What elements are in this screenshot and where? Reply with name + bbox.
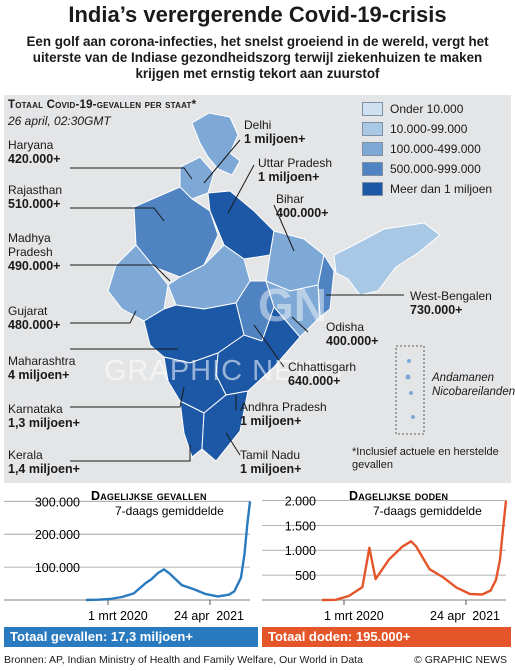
legend-swatch bbox=[362, 102, 383, 116]
state-label-rajasthan: Rajasthan 510.000+ bbox=[8, 183, 63, 211]
y-tick-label: 1.500 bbox=[285, 519, 316, 533]
state-label-madhya-pradesh: Madhya Pradesh 490.000+ bbox=[8, 231, 61, 273]
map-region-north bbox=[191, 112, 241, 176]
legend-swatch bbox=[362, 122, 383, 136]
deaths-chart: 500 1.000 1.500 2.000 1 mrt 2020 24 apr 2021 Da… bbox=[262, 489, 508, 623]
x-tick-label: 2021 bbox=[472, 609, 500, 623]
cases-chart: 100.000 200.000 300.000 1 mrt 2020 24 apr 202… bbox=[4, 489, 252, 623]
state-label-bihar: Bihar 400.000+ bbox=[276, 192, 329, 220]
state-label-karnataka: Karnataka 1,3 miljoen+ bbox=[8, 402, 80, 430]
islands-label: Andamanen Nicobareilanden bbox=[432, 372, 515, 398]
state-label-maharashtra: Maharashtra 4 miljoen+ bbox=[8, 354, 76, 382]
map-heading: Totaal Covid-19-gevallen per staat* bbox=[8, 99, 197, 111]
state-label-uttar-pradesh: Uttar Pradesh 1 miljoen+ bbox=[258, 156, 333, 184]
x-tick-label: 1 mrt 2020 bbox=[88, 609, 148, 623]
chart-subtitle: 7-daags gemiddelde bbox=[115, 504, 224, 518]
y-tick-label: 100.000 bbox=[35, 561, 80, 575]
leader-lines bbox=[70, 139, 404, 462]
state-label-gujarat: Gujarat 480.000+ bbox=[8, 304, 61, 332]
map-region-uttar-pradesh bbox=[207, 190, 275, 260]
x-tick-label: 24 apr bbox=[430, 609, 465, 623]
state-label-odisha: Odisha 400.000+ bbox=[326, 320, 379, 348]
page-title: India’s verergerende Covid-19-crisis bbox=[68, 2, 447, 27]
map-region-north-east bbox=[333, 222, 441, 296]
series-line bbox=[321, 500, 508, 602]
footer-credit: © GRAPHIC NEWS bbox=[414, 654, 507, 666]
map-date: 26 april, 02:30GMT bbox=[8, 114, 111, 128]
y-tick-label: 2.000 bbox=[285, 494, 316, 508]
state-label-chhattisgarh: Chhattisgarh 640.000+ bbox=[288, 360, 357, 388]
state-label-haryana: Haryana 420.000+ bbox=[8, 138, 61, 166]
islands-box bbox=[395, 345, 425, 435]
chart-title: Dagelijkse doden bbox=[349, 489, 448, 503]
map-footnote: *Inclusief actuele en herstelde gevallen bbox=[352, 446, 499, 471]
map-panel bbox=[4, 95, 511, 483]
x-tick-label: 1 mrt 2020 bbox=[324, 609, 384, 623]
watermark-logo: GN bbox=[258, 279, 327, 331]
state-label-tamil-nadu: Tamil Nadu 1 miljoen+ bbox=[240, 448, 302, 476]
state-label-andhra-pradesh: Andhra Pradesh 1 miljoen+ bbox=[240, 400, 327, 428]
chart-title: Dagelijkse gevallen bbox=[91, 489, 207, 503]
cases-total-bar: Totaal gevallen: 17,3 miljoen+ bbox=[4, 627, 258, 647]
map-region-kerala bbox=[179, 400, 205, 458]
series-line bbox=[85, 501, 252, 602]
chart-subtitle: 7-daags gemiddelde bbox=[373, 504, 482, 518]
watermark: GRAPHIC NEWS bbox=[104, 355, 344, 387]
india-map bbox=[70, 112, 441, 462]
legend-swatch bbox=[362, 142, 383, 156]
y-tick-label: 200.000 bbox=[35, 528, 80, 542]
page-subtitle: Een golf aan corona-infecties, het snels… bbox=[26, 34, 489, 81]
state-label-delhi: Delhi 1 miljoen+ bbox=[244, 118, 306, 146]
legend-swatch bbox=[362, 162, 383, 176]
y-tick-label: 500 bbox=[295, 569, 316, 583]
y-tick-label: 1.000 bbox=[285, 544, 316, 558]
x-tick-label: 24 apr bbox=[174, 609, 209, 623]
x-tick-label: 2021 bbox=[216, 609, 244, 623]
state-label-west-bengal: West-Bengalen 730.000+ bbox=[410, 289, 492, 317]
deaths-total-bar: Totaal doden: 195.000+ bbox=[262, 627, 511, 647]
y-tick-label: 300.000 bbox=[35, 495, 80, 509]
footer-sources: Bronnen: AP, Indian Ministry of Health a… bbox=[4, 654, 363, 666]
state-label-kerala: Kerala 1,4 miljoen+ bbox=[8, 448, 80, 476]
legend-swatch bbox=[362, 182, 383, 196]
